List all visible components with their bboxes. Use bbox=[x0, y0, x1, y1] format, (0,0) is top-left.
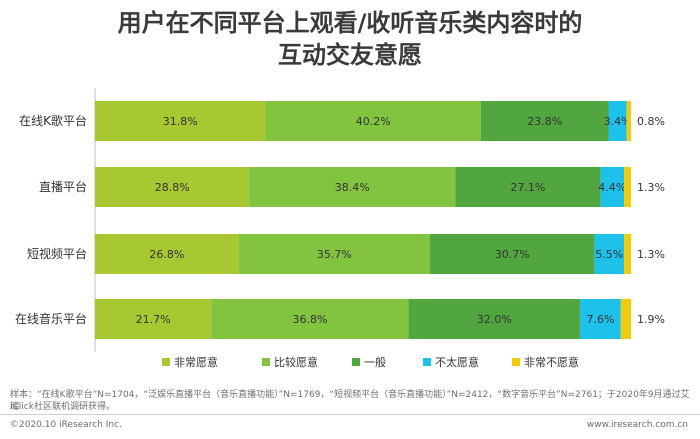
data-label: 4.4% bbox=[598, 181, 626, 194]
data-label: 40.2% bbox=[356, 115, 391, 128]
legend-swatch bbox=[352, 358, 360, 366]
data-label: 3.4% bbox=[604, 115, 632, 128]
data-label: 38.4% bbox=[335, 181, 370, 194]
legend-label: 比较愿意 bbox=[274, 355, 318, 369]
bar-segment bbox=[95, 167, 250, 207]
legend-label: 一般 bbox=[364, 356, 386, 369]
footer-divider bbox=[0, 414, 700, 415]
bar-segment bbox=[620, 299, 631, 339]
bar-segment bbox=[624, 167, 631, 207]
bar-segment bbox=[600, 167, 625, 207]
sample-note-continued: iClick社区联机调研获得。 bbox=[10, 402, 115, 412]
chart-title-line2: 互动交友意愿 bbox=[278, 41, 422, 69]
data-label: 1.3% bbox=[637, 248, 665, 261]
copyright-text: ©2020.10 iResearch Inc. bbox=[10, 420, 122, 430]
category-label: 直播平台 bbox=[39, 179, 87, 194]
data-label: 28.8% bbox=[155, 181, 190, 194]
data-label: 27.1% bbox=[510, 181, 545, 194]
data-label: 26.8% bbox=[149, 248, 184, 261]
data-label: 1.9% bbox=[637, 313, 665, 326]
bar-segment bbox=[408, 299, 581, 339]
bar-segment bbox=[430, 234, 595, 274]
category-label: 短视频平台 bbox=[27, 246, 87, 261]
bar-segment bbox=[265, 101, 481, 141]
data-label: 21.7% bbox=[136, 313, 171, 326]
legend-label: 不太愿意 bbox=[435, 355, 479, 369]
data-label: 0.8% bbox=[637, 115, 665, 128]
data-label: 30.7% bbox=[495, 248, 530, 261]
legend-label: 非常愿意 bbox=[174, 355, 218, 369]
bar-segment bbox=[95, 101, 266, 141]
bar-segment bbox=[211, 299, 409, 339]
bar-segment bbox=[95, 299, 212, 339]
bar-segment bbox=[480, 101, 609, 141]
data-label: 32.0% bbox=[477, 313, 512, 326]
legend-swatch bbox=[512, 358, 520, 366]
chart-title-line1: 用户在不同平台上观看/收听音乐类内容时的 bbox=[117, 9, 583, 37]
website-text: www.iresearch.com.cn bbox=[586, 420, 688, 430]
data-label: 23.8% bbox=[527, 115, 562, 128]
data-label: 5.5% bbox=[595, 248, 623, 261]
bar-segment bbox=[455, 167, 601, 207]
data-label: 1.3% bbox=[637, 181, 665, 194]
category-label: 在线K歌平台 bbox=[19, 113, 87, 128]
category-label: 在线音乐平台 bbox=[15, 311, 87, 326]
data-label: 36.8% bbox=[292, 313, 327, 326]
data-label: 35.7% bbox=[317, 248, 352, 261]
bar-segment bbox=[608, 101, 627, 141]
legend-label: 非常不愿意 bbox=[524, 355, 579, 369]
legend-swatch bbox=[162, 358, 170, 366]
data-label: 31.8% bbox=[163, 115, 198, 128]
sample-note: 样本：“在线K歌平台”N=1704，“泛娱乐直播平台（音乐直播功能）”N=176… bbox=[10, 390, 690, 412]
bar-segment bbox=[580, 299, 621, 339]
legend-swatch bbox=[262, 358, 270, 366]
bar-segment bbox=[95, 234, 239, 274]
legend-swatch bbox=[423, 358, 431, 366]
bar-segment bbox=[238, 234, 430, 274]
bar-segment bbox=[594, 234, 625, 274]
bar-segment bbox=[626, 101, 631, 141]
bar-segment bbox=[249, 167, 456, 207]
bar-segment bbox=[624, 234, 631, 274]
data-label: 7.6% bbox=[586, 313, 614, 326]
